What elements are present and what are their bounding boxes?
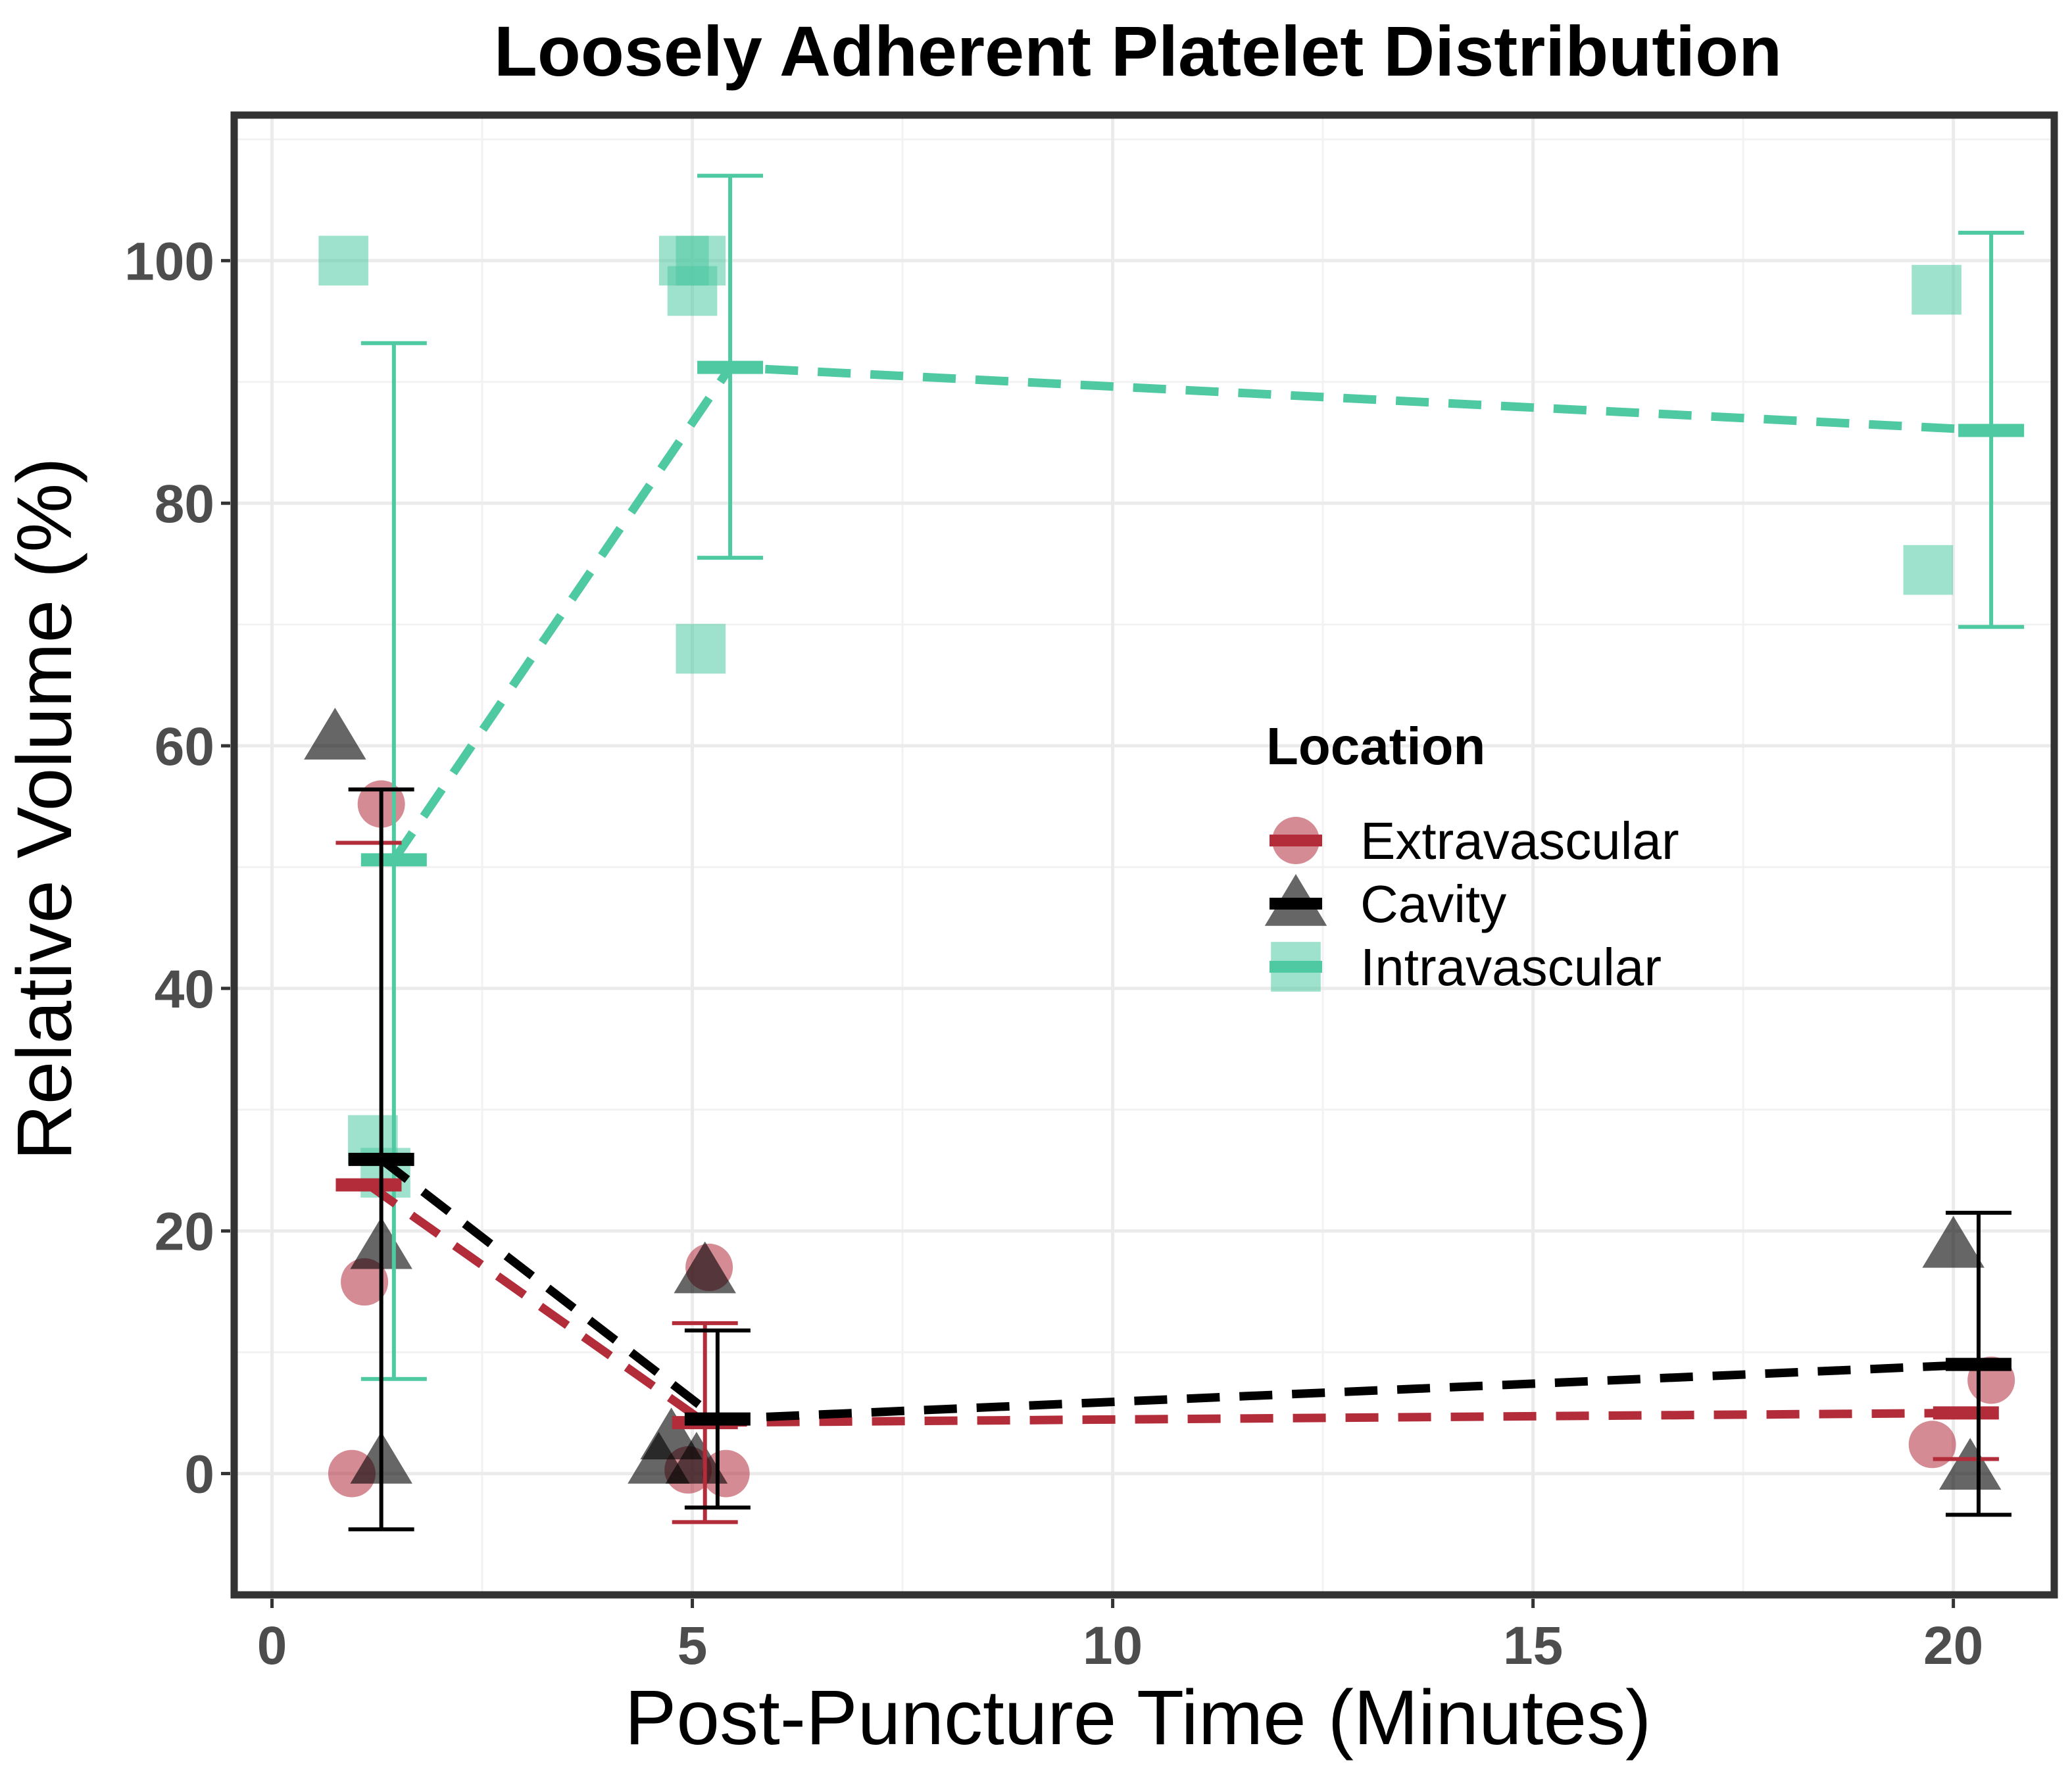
point-intravascular [1903, 545, 1954, 595]
legend-label-cavity: Cavity [1360, 875, 1506, 933]
legend-label-intravascular: Intravascular [1360, 938, 1662, 996]
x-axis: 0 5 10 15 20 [257, 1599, 1983, 1676]
legend-label-extravascular: Extravascular [1360, 812, 1679, 870]
y-tick-label: 40 [155, 960, 214, 1019]
point-intravascular [318, 235, 368, 286]
point-extravascular [1908, 1421, 1956, 1469]
point-cavity [665, 1432, 728, 1484]
y-tick-label: 0 [184, 1445, 214, 1505]
x-tick-label: 0 [257, 1616, 287, 1676]
summary-cavity [348, 787, 2011, 1532]
point-cavity [1922, 1215, 1985, 1268]
y-axis-title: Relative Volume (%) [1, 458, 88, 1161]
x-tick-label: 10 [1083, 1616, 1143, 1676]
x-tick-label: 20 [1923, 1616, 1983, 1676]
point-intravascular [676, 623, 726, 674]
point-extravascular [341, 1258, 389, 1306]
series-cavity [304, 708, 2002, 1490]
panel-border [230, 111, 2058, 1599]
chart-title: Loosely Adherent Platelet Distribution [494, 11, 1782, 91]
point-intravascular [676, 235, 726, 286]
point-cavity [1938, 1438, 2002, 1490]
x-tick-label: 15 [1503, 1616, 1563, 1676]
y-tick-label: 20 [155, 1202, 214, 1262]
y-axis: 0 20 40 60 80 100 [124, 232, 230, 1505]
point-cavity [304, 708, 366, 760]
legend-title: Location [1266, 717, 1485, 775]
x-tick-label: 5 [678, 1616, 708, 1676]
x-axis-title: Post-Puncture Time (Minutes) [625, 1674, 1652, 1761]
legend-keys [1264, 817, 1327, 992]
y-tick-label: 100 [124, 232, 214, 291]
summary-intravascular [360, 174, 2025, 1381]
point-intravascular [1912, 264, 1961, 315]
point-cavity [674, 1241, 736, 1294]
plot-area [304, 174, 2025, 1532]
y-tick-label: 60 [155, 717, 214, 777]
mean-line-extravascular [366, 1181, 1966, 1427]
y-tick-label: 80 [155, 474, 214, 534]
grid [234, 115, 2054, 1595]
series-intravascular [318, 235, 1961, 1198]
point-cavity [640, 1407, 703, 1459]
legend: Location Extravascular Cavity Intravascu… [1264, 717, 1679, 996]
